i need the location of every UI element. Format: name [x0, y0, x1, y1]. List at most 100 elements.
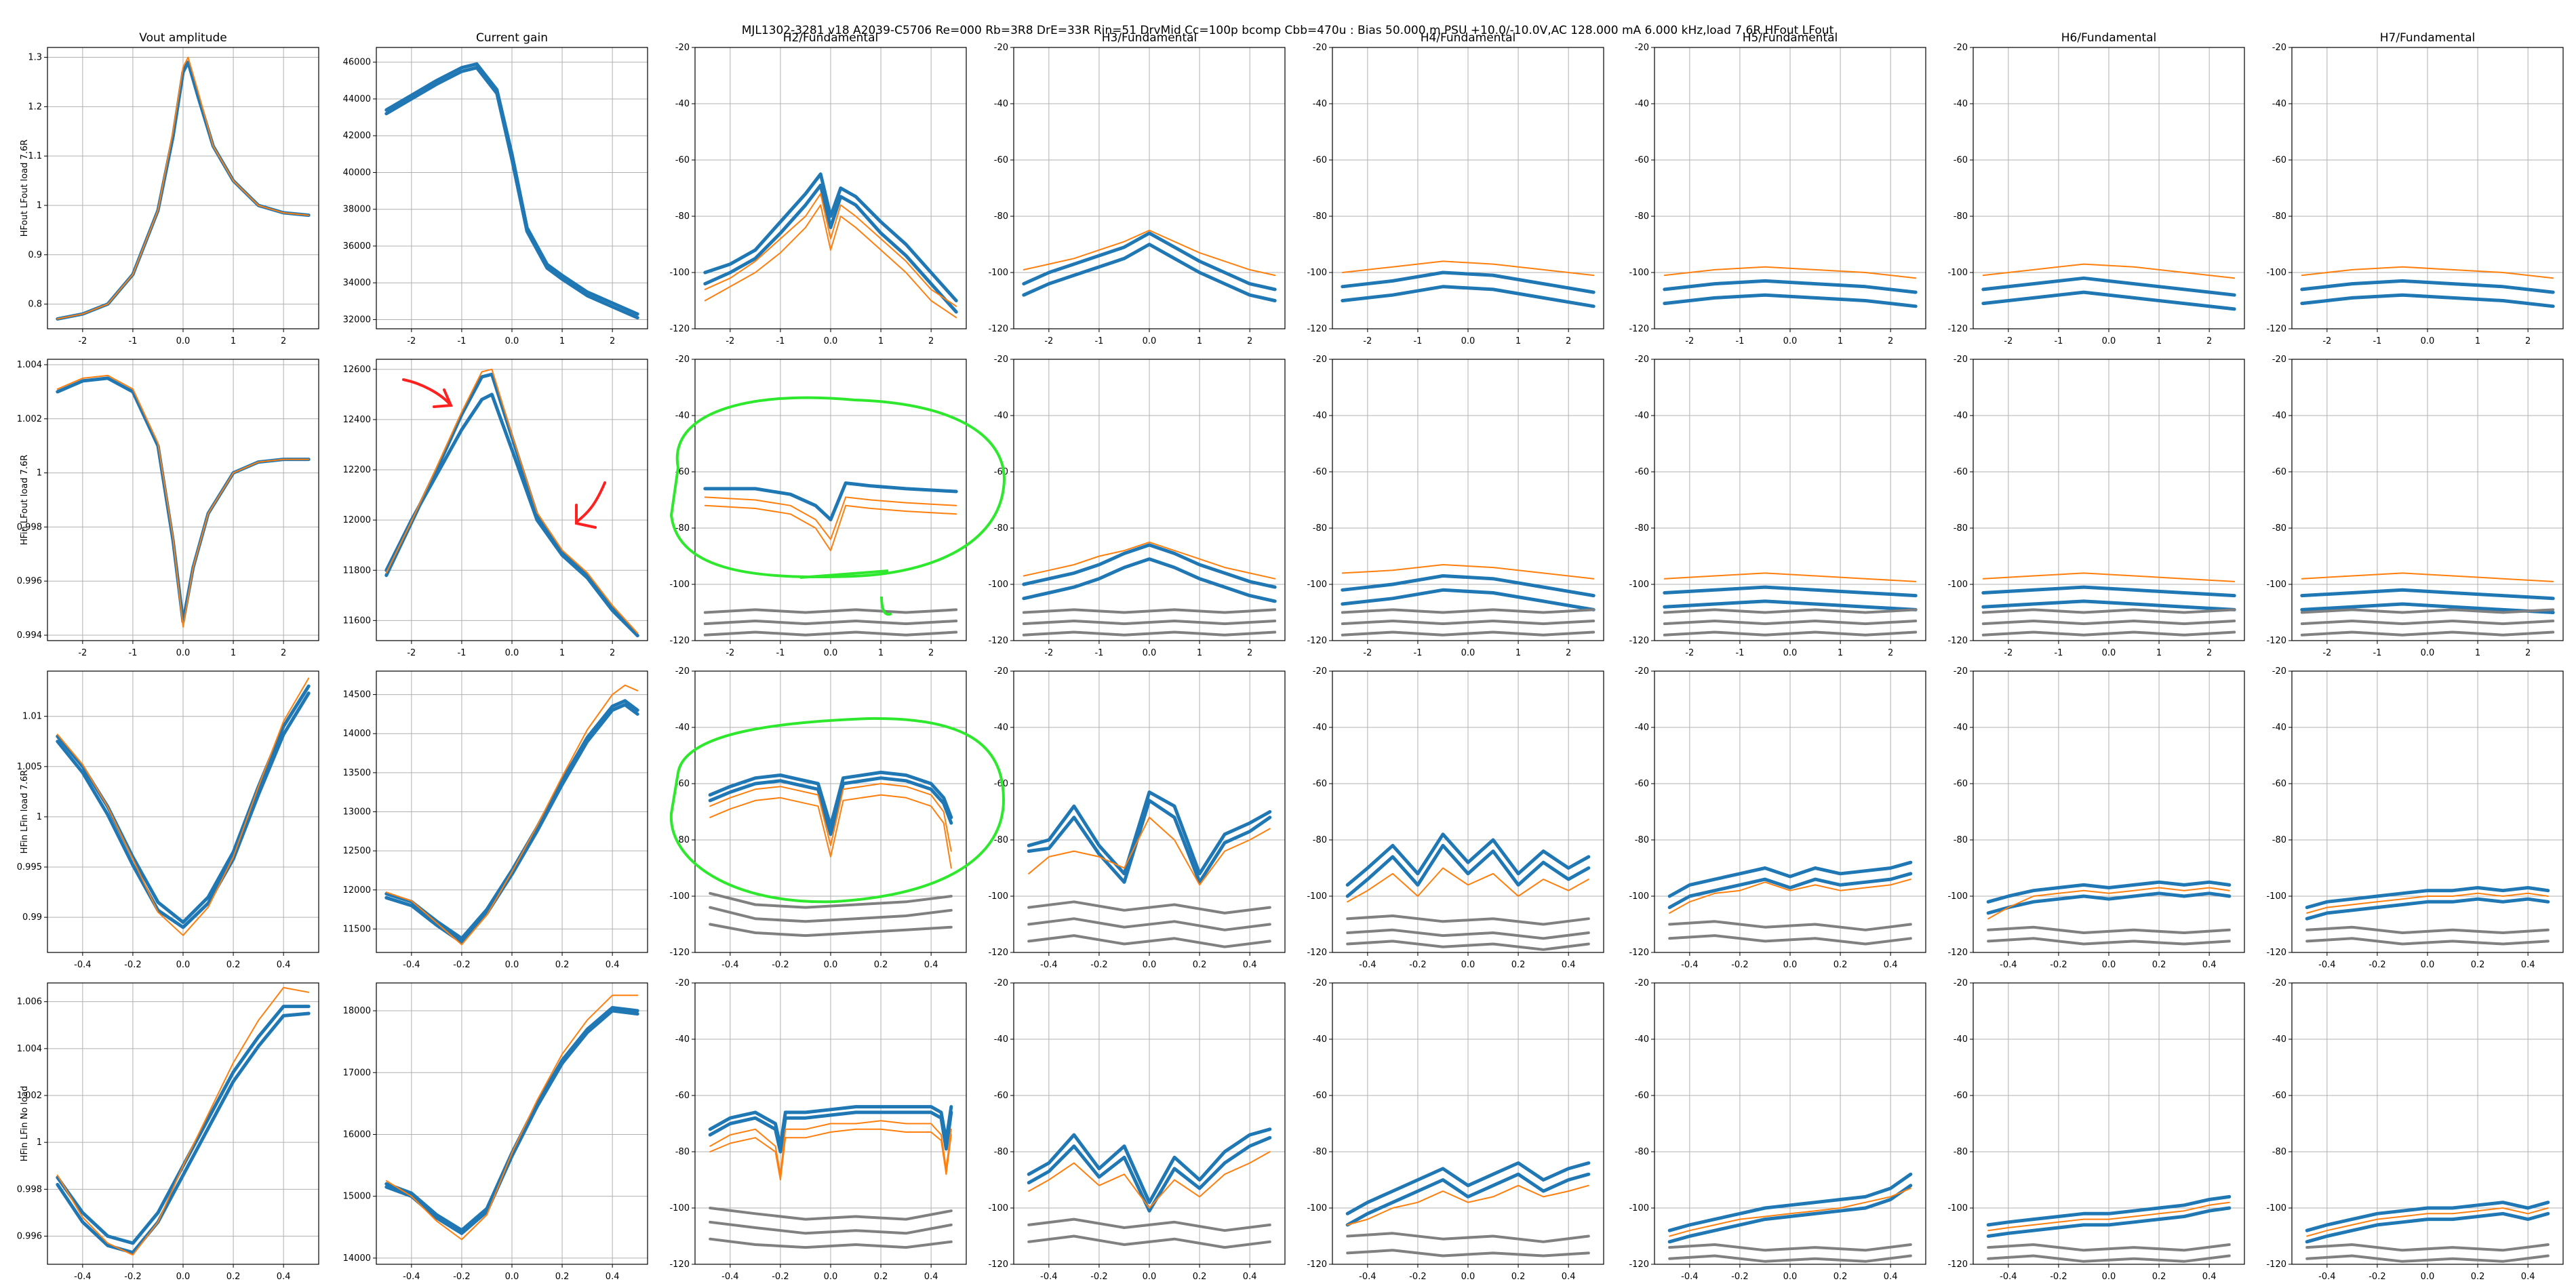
x-tick-label: -2: [1363, 648, 1372, 658]
x-tick-label: -2: [407, 648, 416, 658]
y-tick-label: 1.002: [17, 414, 42, 424]
column-title: H4/Fundamental: [1421, 31, 1516, 45]
y-tick-label: -100: [988, 580, 1008, 590]
x-tick-label: 0.4: [2521, 960, 2535, 970]
series-group: [2305, 1201, 2550, 1263]
series-line-blue: [1667, 860, 1913, 898]
y-tick-label: -20: [994, 666, 1008, 677]
series-line-gray: [1346, 928, 1590, 940]
subplot-r1-c3: -2 -1 0.0 1 2 -120 -100 -80 -60 -40 -20: [988, 355, 1286, 658]
y-tick-label: -120: [1947, 948, 1968, 958]
y-tick-label: 1.002: [17, 1091, 42, 1101]
series-line-gray: [1027, 1234, 1271, 1249]
subplot-r2-c3: -0.4 -0.2 0.0 0.2 0.4-120-100-80-60-40-20: [988, 666, 1286, 970]
y-tick-label: -20: [994, 43, 1008, 53]
x-tick-label: 0.0: [505, 960, 519, 970]
x-tick-label: -0.4: [2318, 1272, 2335, 1282]
y-tick-label: 14000: [343, 1253, 371, 1264]
axes-frame: [1654, 982, 1926, 1265]
subplot-r2-c5: -0.4 -0.2 0.0 0.2 0.4 -120 -100 -80 -60 -40 -20: [1629, 666, 1926, 970]
y-tick-label: -40: [1313, 723, 1327, 733]
y-tick-label: -100: [1629, 580, 1649, 590]
series-group: [56, 56, 311, 321]
x-tick-label: 0.0: [824, 1272, 838, 1282]
series-line-blue: [1667, 1184, 1913, 1244]
y-tick-label: -60: [2272, 1091, 2286, 1101]
x-tick-label: 1: [1197, 336, 1202, 346]
y-tick-label: -120: [2266, 948, 2286, 958]
series-line-orange: [385, 684, 639, 946]
series-line-gray: [1668, 920, 1912, 931]
figure-suptitle: MJL1302-3281 v18 A2039-C5706 Re=000 Rb=3…: [742, 24, 1834, 37]
series-line-gray: [1022, 630, 1277, 637]
x-tick-label: -1: [776, 648, 785, 658]
x-tick-label: -0.4: [74, 960, 91, 970]
y-tick-label: -20: [1635, 978, 1649, 988]
row-label: HFout LFout load 7.6R: [20, 140, 30, 237]
column-title: H6/Fundamental: [2061, 31, 2157, 45]
y-tick-label: -20: [675, 978, 690, 988]
x-tick-label: 2: [928, 648, 934, 658]
y-tick-label: -80: [1635, 523, 1649, 534]
x-tick-label: -0.2: [1409, 960, 1426, 970]
x-tick-label: 0.0: [1461, 1272, 1475, 1282]
series-line-gray: [1341, 620, 1596, 626]
axes-frame: [1654, 47, 1926, 329]
y-tick-label: 1.3: [28, 53, 42, 63]
series-line-gray: [1663, 630, 1918, 637]
y-tick-label: -120: [1629, 636, 1649, 646]
axes-frame: [1332, 47, 1604, 329]
series-line-gray: [709, 1207, 953, 1221]
y-tick-label: -120: [1307, 324, 1327, 334]
y-tick-label: -120: [1947, 636, 1968, 646]
x-tick-label: -0.2: [1731, 960, 1748, 970]
axes-frame: [1973, 359, 2245, 641]
x-tick-label: -0.2: [772, 960, 789, 970]
axes-frame: [47, 47, 319, 329]
y-tick-label: 13000: [343, 807, 371, 818]
series-group: [1341, 564, 1596, 637]
y-tick-label: -60: [1954, 779, 1968, 789]
series-line-blue: [2305, 1211, 2550, 1244]
series-line-gray: [1341, 630, 1596, 637]
series-group: [1663, 572, 1918, 637]
series-line-blue: [1341, 574, 1596, 598]
series-line-gray: [703, 620, 958, 626]
y-tick-label: -100: [1307, 891, 1327, 902]
y-tick-label: -40: [994, 723, 1008, 733]
y-tick-label: -60: [1954, 1091, 1968, 1101]
x-tick-label: -0.2: [1090, 960, 1107, 970]
series-line-gray: [2300, 620, 2555, 626]
y-tick-label: -120: [1307, 636, 1327, 646]
series-group: [1345, 1161, 1591, 1257]
y-tick-label: 0.998: [17, 1184, 42, 1194]
series-group: [703, 481, 958, 637]
y-tick-label: -80: [994, 1147, 1008, 1157]
y-tick-label: -20: [1313, 355, 1327, 365]
subplot-r1-c5: -2 -1 0.0 1 2 -120 -100 -80 -60 -40 -20: [1629, 355, 1926, 658]
y-tick-label: -40: [675, 411, 690, 421]
series-line-gray: [1022, 620, 1277, 626]
axes-frame: [694, 982, 967, 1265]
x-tick-label: -1: [1413, 648, 1422, 658]
x-tick-label: 0.2: [226, 1272, 241, 1282]
y-tick-label: 1: [37, 468, 42, 479]
x-tick-label: 1: [559, 336, 565, 346]
x-tick-label: 0.4: [2202, 1272, 2217, 1282]
y-tick-label: -40: [1635, 411, 1649, 421]
x-tick-label: 0.0: [1783, 648, 1798, 658]
y-tick-label: -100: [2266, 268, 2286, 278]
y-tick-label: 0.996: [17, 1232, 42, 1242]
series-line-orange: [709, 1128, 952, 1181]
series-group: [1663, 266, 1918, 308]
y-tick-label: -20: [1635, 43, 1649, 53]
x-tick-label: 1: [2475, 648, 2480, 658]
y-tick-label: -120: [988, 1260, 1008, 1270]
x-tick-label: -2: [1685, 336, 1694, 346]
x-tick-label: -0.2: [1731, 1272, 1748, 1282]
subplot-r2-c1: -0.4 -0.2 0.0 0.2 0.4 11500 12000 12500 13000 135…: [343, 670, 648, 970]
x-tick-label: -1: [457, 648, 466, 658]
series-line-blue: [1027, 790, 1272, 876]
x-tick-label: -0.2: [2050, 960, 2067, 970]
subplot-r2-c2: -0.4 -0.2 0.0 0.2 0.4-120-100-80-60-40-20: [669, 666, 967, 970]
